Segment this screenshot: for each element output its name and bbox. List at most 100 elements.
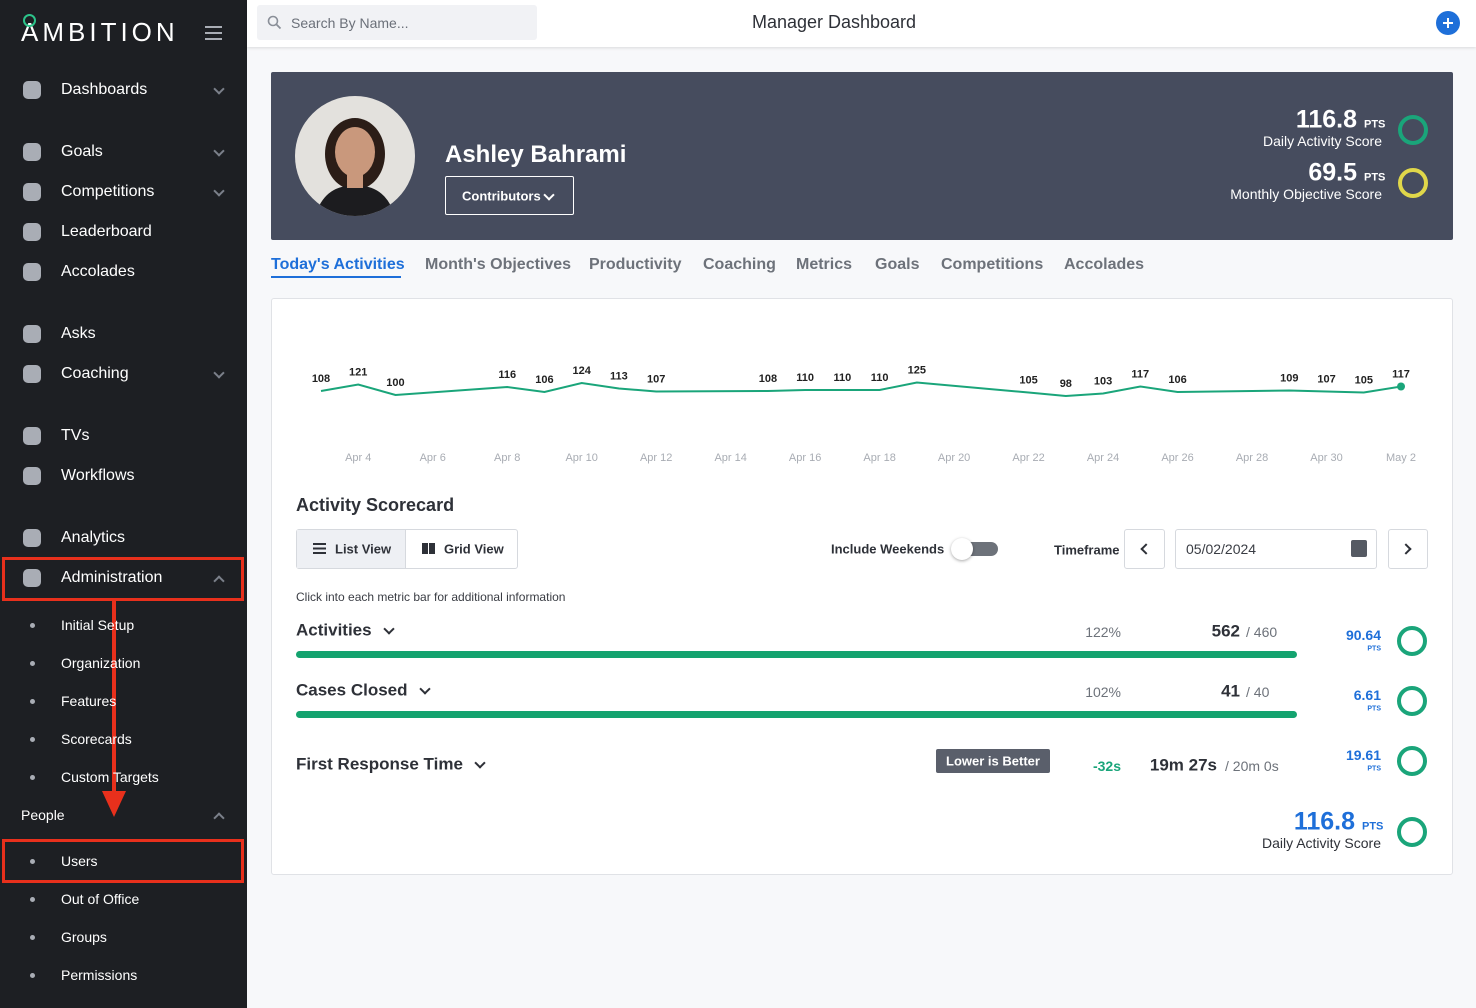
metric-name[interactable]: Activities (296, 620, 372, 640)
metric-target: / 460 (1246, 624, 1278, 640)
submenu-item[interactable]: Out of Office (61, 891, 140, 907)
view-option[interactable]: List View (335, 541, 392, 557)
metric-bar[interactable] (296, 711, 1297, 718)
metric-unit: PTS (1367, 765, 1381, 773)
x-tick-label: Apr 28 (1236, 452, 1268, 464)
menu-item[interactable]: Asks (61, 325, 96, 342)
score-value: 116.8 (1295, 105, 1357, 134)
end-point (1397, 382, 1405, 391)
x-tick-label: Apr 30 (1310, 452, 1342, 464)
annotation-arrow (102, 601, 126, 817)
x-tick-label: Apr 22 (1012, 452, 1044, 464)
menu-item[interactable]: Workflows (61, 467, 135, 484)
submenu-item[interactable]: Organization (61, 655, 141, 671)
bullet (30, 973, 35, 978)
view-icon (422, 543, 435, 554)
submenu-item[interactable]: Groups (61, 929, 107, 945)
tab[interactable]: Goals (875, 256, 920, 273)
menu-toggle-line[interactable] (205, 26, 222, 28)
metric-points: 90.64 (1345, 627, 1381, 643)
search-box[interactable] (257, 5, 537, 40)
data-label: 106 (1168, 374, 1186, 386)
score-unit: PTS (1364, 118, 1386, 131)
submenu-item[interactable]: Features (61, 693, 117, 709)
contributors-label[interactable]: Contributors (462, 188, 541, 204)
x-tick-label: Apr 12 (640, 452, 672, 464)
menu-item[interactable]: Leaderboard (61, 223, 152, 240)
bullet (30, 859, 35, 864)
tab[interactable]: Today's Activities (271, 256, 405, 273)
menu-icon (23, 467, 41, 485)
submenu-item[interactable]: Permissions (61, 967, 138, 983)
x-tick-label: Apr 6 (420, 452, 446, 464)
menu-item[interactable]: TVs (61, 427, 90, 444)
metric-badge: Lower is Better (946, 753, 1040, 769)
metric-points: 19.61 (1345, 747, 1381, 763)
tab-underline (271, 276, 401, 278)
x-tick-label: Apr 26 (1161, 452, 1193, 464)
next-button[interactable] (1388, 529, 1428, 569)
menu-icon (23, 183, 41, 201)
chart: Apr 4 Apr 6 Apr 8 Apr 10 Apr 12 Apr 14 Apr 16 A… (312, 365, 1416, 465)
tab[interactable]: Coaching (703, 256, 776, 273)
toggle-knob (951, 538, 973, 560)
data-label: 124 (573, 365, 592, 377)
data-label: 113 (610, 371, 628, 383)
x-tick-label: May 2 (1386, 452, 1416, 464)
data-label: 108 (312, 373, 330, 385)
menu-item[interactable]: Competitions (61, 183, 155, 200)
tab[interactable]: Productivity (589, 256, 682, 273)
x-tick-label: Apr 8 (494, 452, 520, 464)
add-button[interactable] (1436, 11, 1460, 35)
highlight-box (2, 839, 244, 883)
tab[interactable]: Accolades (1064, 256, 1145, 273)
x-tick-label: Apr 16 (789, 452, 821, 464)
metric-target: / 40 (1246, 684, 1270, 700)
score-ring (1397, 746, 1427, 776)
menu-toggle-line[interactable] (205, 38, 222, 40)
menu-icon (23, 427, 41, 445)
tab[interactable]: Competitions (941, 256, 1044, 273)
data-label: 105 (1355, 375, 1373, 387)
submenu-item[interactable]: Users (61, 853, 98, 869)
score-ring (1397, 686, 1427, 716)
menu-item[interactable]: Goals (61, 143, 103, 160)
total-value: 116.8 (1293, 807, 1355, 836)
metric-name[interactable]: First Response Time (296, 754, 463, 774)
total-label: Daily Activity Score (1261, 835, 1381, 851)
date-value: 05/02/2024 (1186, 541, 1257, 557)
menu-toggle-line[interactable] (205, 32, 222, 34)
menu-item[interactable]: Coaching (61, 365, 129, 382)
avatar (295, 96, 415, 216)
badge-bg (936, 749, 1050, 773)
menu-item[interactable]: Analytics (61, 529, 126, 546)
data-label: 103 (1094, 376, 1112, 388)
x-tick-label: Apr 18 (863, 452, 895, 464)
contributors-button[interactable] (445, 176, 574, 215)
x-tick-label: Apr 24 (1087, 452, 1119, 464)
tab[interactable]: Month's Objectives (425, 256, 572, 273)
menu-item[interactable]: Accolades (61, 263, 135, 280)
tab[interactable]: Metrics (796, 256, 853, 273)
metric-name[interactable]: Cases Closed (296, 680, 408, 700)
submenu-item[interactable]: Custom Targets (61, 769, 159, 785)
menu-item[interactable]: Dashboards (61, 81, 148, 98)
metric-bar[interactable] (296, 651, 1297, 658)
submenu-item[interactable]: Initial Setup (61, 617, 135, 633)
metric-value: 562 (1211, 621, 1240, 641)
view-option[interactable]: Grid View (444, 541, 504, 557)
data-label: 110 (796, 372, 814, 384)
score-ring (1398, 168, 1428, 198)
submenu-item[interactable]: Scorecards (61, 731, 132, 747)
x-tick-label: Apr 4 (345, 452, 371, 464)
metric-delta: -32s (1092, 758, 1121, 774)
prev-button[interactable] (1124, 529, 1165, 569)
metric-points: 6.61 (1353, 687, 1381, 703)
score-ring (1398, 115, 1428, 145)
bullet (30, 699, 35, 704)
date-input[interactable] (1175, 529, 1377, 569)
menu-item[interactable]: Administration (61, 569, 163, 586)
bullet (30, 623, 35, 628)
score-label: Daily Activity Score (1262, 133, 1382, 149)
hint: Click into each metric bar for additiona… (296, 590, 566, 604)
